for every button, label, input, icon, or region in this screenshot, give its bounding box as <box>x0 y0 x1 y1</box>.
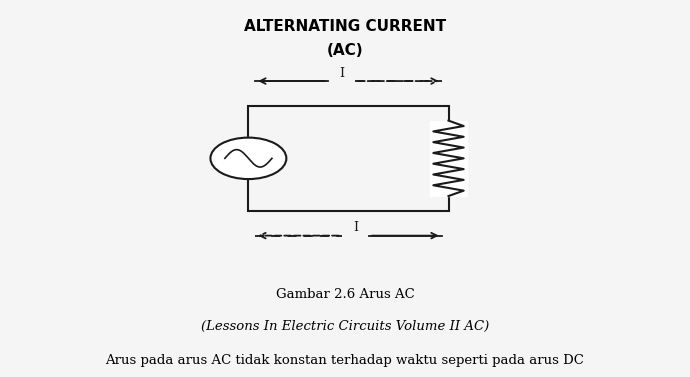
Bar <box>248 106 448 211</box>
Text: I: I <box>339 67 344 80</box>
Text: (Lessons In Electric Circuits Volume II AC): (Lessons In Electric Circuits Volume II … <box>201 320 489 333</box>
Text: (AC): (AC) <box>326 43 364 58</box>
Text: I: I <box>353 222 358 234</box>
Text: Gambar 2.6 Arus AC: Gambar 2.6 Arus AC <box>275 288 415 300</box>
Text: ALTERNATING CURRENT: ALTERNATING CURRENT <box>244 19 446 34</box>
Bar <box>430 121 467 196</box>
Circle shape <box>210 138 286 179</box>
Text: Arus pada arus AC tidak konstan terhadap waktu seperti pada arus DC: Arus pada arus AC tidak konstan terhadap… <box>106 354 584 366</box>
